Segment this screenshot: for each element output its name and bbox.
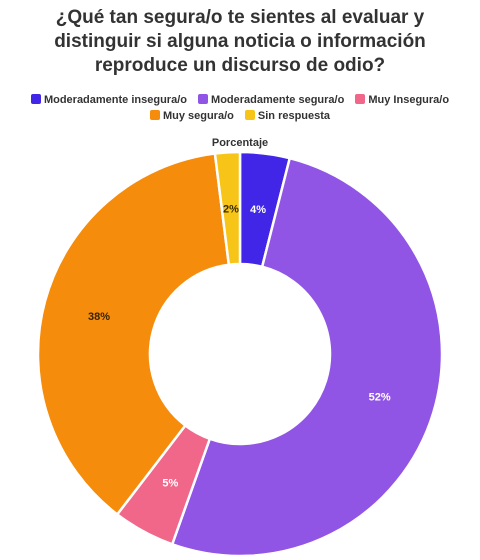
legend-swatch	[30, 94, 41, 104]
slice-label-4: 2%	[223, 203, 239, 215]
slice-labels-group: 4% 52% 5% 38% 2%	[88, 203, 391, 489]
legend-label: Moderadamente insegura/o	[43, 94, 187, 106]
slice-label-1: 52%	[369, 392, 391, 404]
legend-item-moderadamente-segura[interactable]: Moderadamente segura/o	[198, 92, 344, 108]
legend: Moderadamente insegura/o Moderadamente s…	[10, 92, 470, 124]
slice-1[interactable]	[170, 156, 444, 558]
legend-item-muy-insegura[interactable]: Muy Insegura/o	[355, 92, 449, 108]
slice-label-0: 4%	[250, 204, 266, 216]
legend-item-sin-respuesta[interactable]: Sin respuesta	[244, 108, 331, 124]
legend-label: Muy segura/o	[162, 110, 234, 122]
series-title: Porcentaje	[212, 137, 268, 149]
slice-4[interactable]	[213, 150, 242, 267]
legend-swatch	[149, 110, 160, 120]
slice-label-2: 5%	[162, 477, 178, 489]
legend-swatch	[198, 94, 209, 104]
legend-item-muy-segura[interactable]: Muy segura/o	[149, 108, 234, 124]
legend-item-moderadamente-insegura[interactable]: Moderadamente insegura/o	[30, 92, 187, 108]
legend-swatch	[244, 110, 255, 120]
legend-label: Moderadamente segura/o	[211, 94, 345, 106]
chart-title: ¿Qué tan segura/o te sientes al evaluar …	[54, 7, 426, 76]
slice-label-3: 38%	[88, 311, 110, 323]
slices-group	[36, 150, 444, 558]
legend-label: Muy Insegura/o	[368, 94, 450, 106]
legend-label: Sin respuesta	[257, 110, 331, 122]
slice-3[interactable]	[36, 152, 231, 517]
legend-swatch	[355, 94, 366, 104]
